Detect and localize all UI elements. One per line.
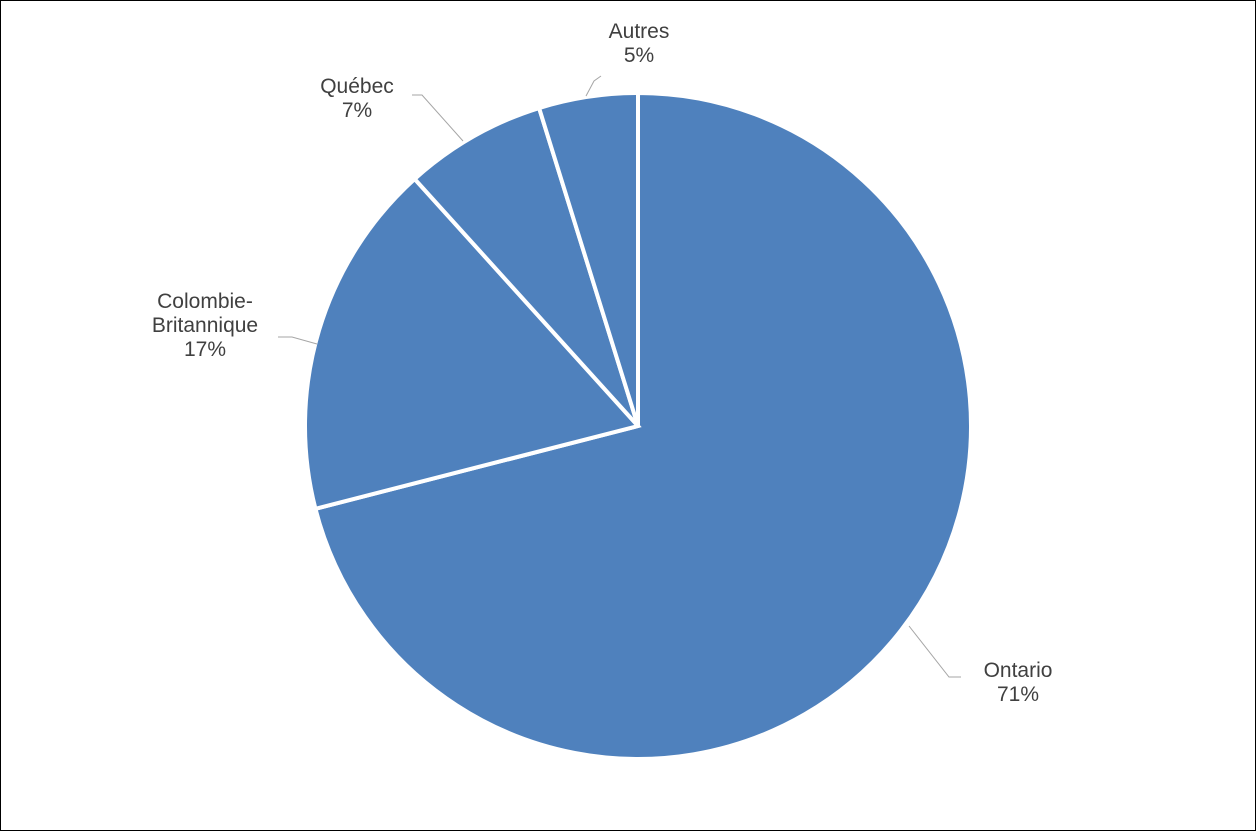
pie-slice-autres <box>536 90 640 427</box>
data-label-ontario: Ontario 71% <box>984 659 1053 706</box>
data-label-percent: 71% <box>997 683 1039 706</box>
data-label-colombie-britannique: Colombie-Britannique 17% <box>152 290 258 361</box>
data-label-percent: 17% <box>184 338 226 361</box>
pie-slice-colombie-britannique <box>303 176 642 512</box>
data-label-category: Québec <box>320 75 394 98</box>
leader-line-quebec <box>412 94 464 142</box>
data-label-category: Autres <box>609 20 670 43</box>
data-label-percent: 5% <box>624 44 654 67</box>
data-label-category: Colombie- <box>157 290 253 313</box>
leader-line-colombie-britannique <box>278 336 318 345</box>
leader-lines-layer <box>278 75 961 678</box>
leader-line-ontario <box>908 625 961 678</box>
slices-layer <box>303 90 973 761</box>
data-labels-layer: Ontario 71%Colombie-Britannique 17%Québec 7… <box>152 20 1053 706</box>
leader-line-autres <box>585 75 602 97</box>
data-label-category: Ontario <box>984 659 1053 682</box>
pie-slice-quebec <box>411 105 640 428</box>
data-label-autres: Autres 5% <box>609 20 670 67</box>
data-label-percent: 7% <box>342 99 372 122</box>
data-label-quebec: Québec 7% <box>320 75 394 122</box>
data-label-category: Britannique <box>152 314 258 337</box>
pie-slice-ontario <box>313 90 973 761</box>
